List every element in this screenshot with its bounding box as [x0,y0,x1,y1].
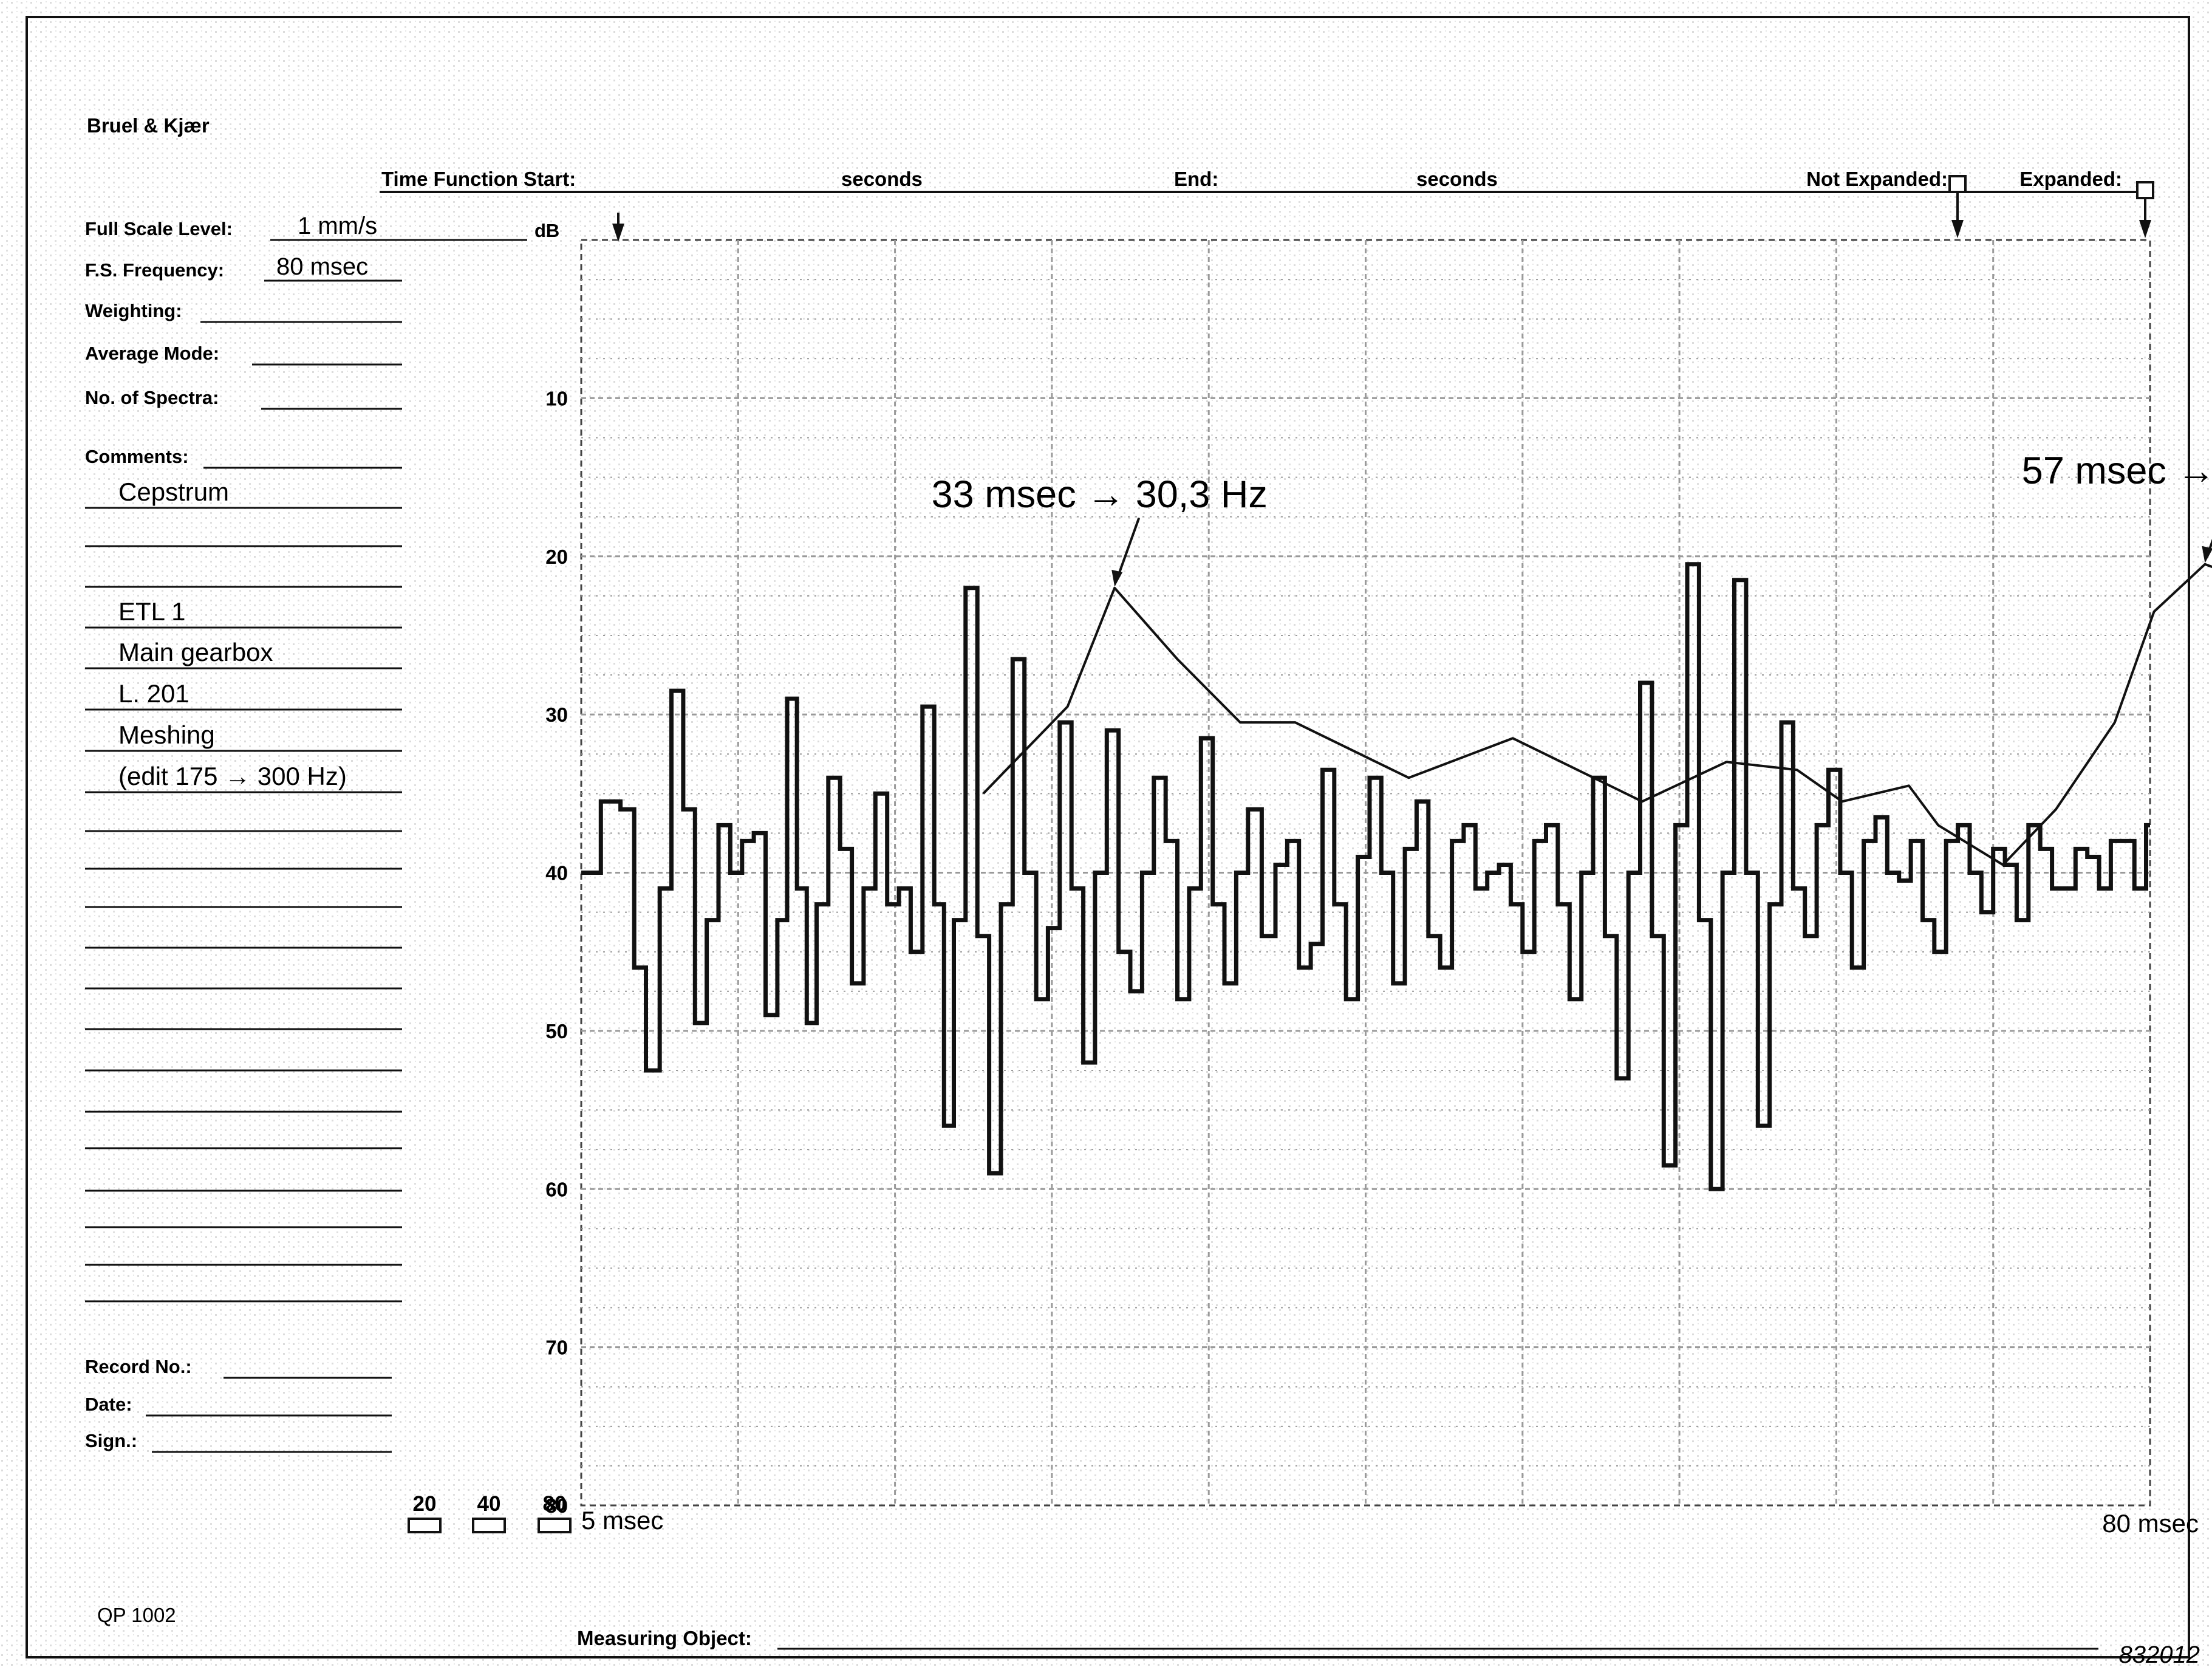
no-of-spectra-label: No. of Spectra: [85,387,219,408]
record-block: Record No.: Date: Sign.: [85,1356,392,1453]
annotation-arrowhead-icon [1111,569,1123,587]
fs-frequency-label: F.S. Frequency: [85,259,224,281]
annotation-label-1: 57 msec → 17,5 Hz [2022,450,2212,492]
y-tick-label: 40 [545,862,568,885]
expanded-arrow-icon [2139,220,2151,238]
full-scale-level-label: Full Scale Level: [85,218,233,239]
sheet-border [26,16,2190,1658]
start-marker [612,213,624,242]
not-expanded-arrow-icon [1951,220,1964,238]
average-mode-label: Average Mode: [85,343,219,364]
fs-frequency-value: 80 msec [276,253,368,280]
measuring-object-label: Measuring Object: [577,1627,752,1649]
range-40-checkbox[interactable] [472,1518,506,1533]
end-label: End: [1174,168,1218,190]
peak-envelope-line [982,563,2212,866]
comment-line-3: ETL 1 [118,597,186,626]
start-seconds-label: seconds [841,168,923,190]
y-tick-label: 30 [545,703,568,726]
comment-line-0: Cepstrum [118,478,229,506]
y-tick-label: 60 [545,1178,568,1200]
full-scale-level-value: 1 mm/s [298,213,377,239]
record-no-label: Record No.: [85,1356,192,1377]
cepstrum-trace [581,562,2150,1191]
expanded-label: Expanded: [2019,168,2122,190]
range-20-label: 20 [413,1492,437,1516]
comments-label: Comments: [85,446,189,467]
expanded-checkbox[interactable] [2136,181,2154,238]
form-code: QP 1002 [97,1604,176,1626]
sign-label: Sign.: [85,1430,137,1451]
range-80-label: 80 [543,1492,567,1516]
range-20-checkbox[interactable] [408,1518,442,1533]
y-tick-label: 80 [545,1494,568,1517]
y-tick-label: 50 [545,1020,568,1042]
comment-line-5: L. 201 [118,679,189,708]
start-arrow-icon [612,224,624,242]
comment-line-4: Main gearbox [118,638,273,666]
y-axis-ticks: 10 20 30 40 50 60 70 80 [545,387,568,1517]
annotation-label-0: 33 msec → 30,3 Hz [932,473,1268,516]
comment-line-7: (edit 175 → 300 Hz) [118,762,347,790]
figure-number: 832012 [2119,1641,2200,1667]
weighting-label: Weighting: [85,300,182,321]
end-seconds-label: seconds [1416,168,1498,190]
annotation-arrow-0 [1115,518,1141,581]
time-function-start-label: Time Function Start: [381,168,576,190]
y-tick-label: 20 [545,546,568,568]
y-tick-label: 10 [545,387,568,409]
annotations: 33 msec → 30,3 Hz 57 msec → 17,5 Hz [932,450,2212,587]
annotation-arrow-1 [2205,538,2212,558]
range-80-checkbox[interactable] [538,1518,572,1533]
x-end-label: 80 msec [2102,1509,2199,1538]
form-fields: Full Scale Level: 1 mm/s dB F.S. Frequen… [85,213,559,469]
comment-line-6: Meshing [118,721,215,749]
date-label: Date: [85,1394,132,1415]
y-tick-label: 70 [545,1337,568,1359]
range-selector: 20 40 80 [408,1492,572,1533]
x-start-label: 5 msec [581,1506,663,1535]
range-40-label: 40 [477,1492,501,1516]
db-unit-label: dB [534,220,559,241]
not-expanded-label: Not Expanded: [1806,168,1948,190]
comment-lines: Cepstrum ETL 1 Main gearbox L. 201 Meshing (e… [85,478,402,1302]
not-expanded-checkbox[interactable] [1948,175,1967,238]
annotation-arrowhead-icon [2202,546,2212,563]
brand-label: Bruel & Kjær [87,114,210,137]
cepstrum-chart: 10 20 30 40 50 60 70 80 33 msec → 30,3 Hz 57 mse… [545,239,2212,1538]
